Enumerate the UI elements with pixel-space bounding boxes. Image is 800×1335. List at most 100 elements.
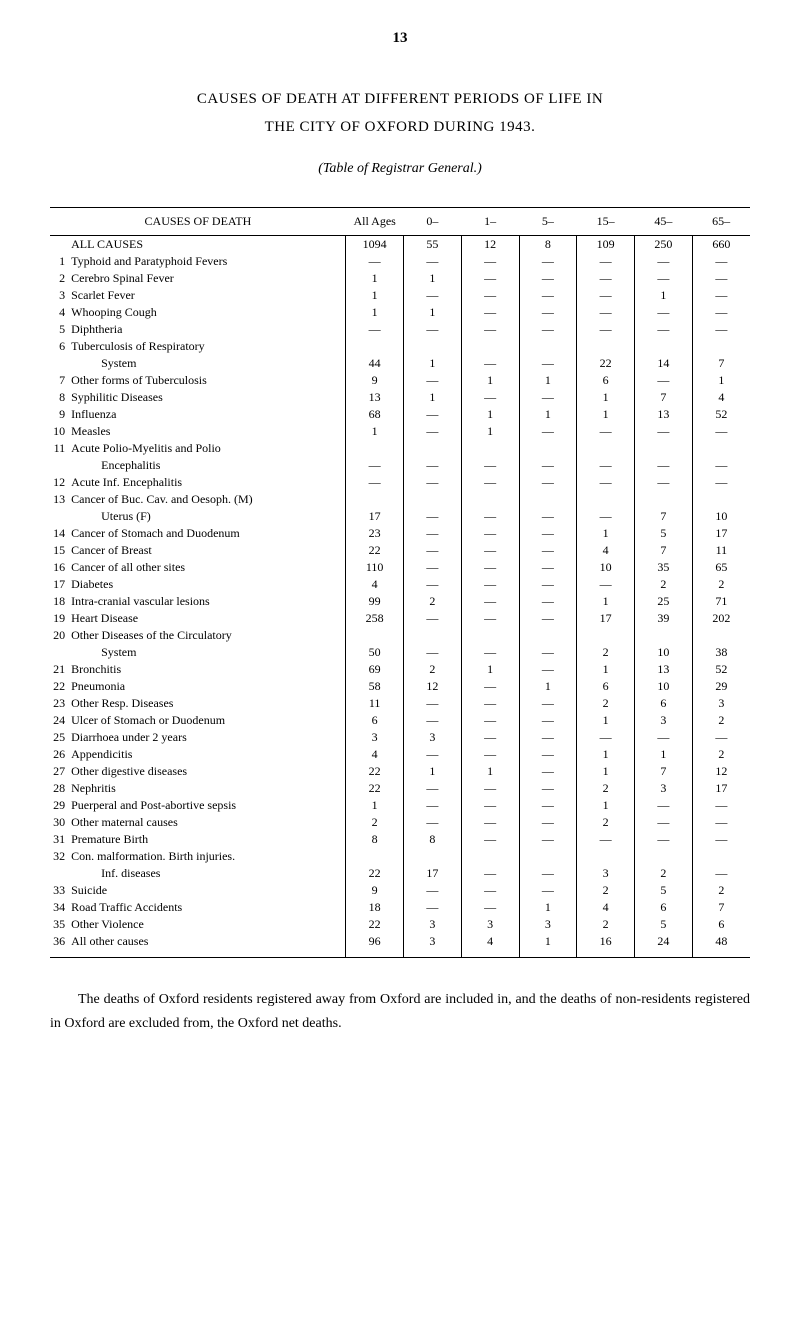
value-cell: 1	[461, 423, 519, 440]
cause-name: Pneumonia	[71, 678, 346, 695]
value-cell: 1	[577, 593, 635, 610]
value-cell: 110	[346, 559, 404, 576]
value-cell: —	[519, 831, 577, 848]
value-cell	[519, 338, 577, 355]
cause-name: Acute Inf. Encephalitis	[71, 474, 346, 491]
value-cell: —	[692, 287, 750, 304]
value-cell: 1	[346, 423, 404, 440]
header-65: 65–	[692, 208, 750, 236]
row-number: 5	[50, 321, 71, 338]
value-cell: —	[634, 321, 692, 338]
value-cell: 12	[692, 763, 750, 780]
cause-name: Cancer of Stomach and Duodenum	[71, 525, 346, 542]
value-cell: —	[692, 797, 750, 814]
value-cell: —	[577, 287, 635, 304]
value-cell: —	[634, 457, 692, 474]
value-cell: —	[519, 508, 577, 525]
value-cell: 11	[692, 542, 750, 559]
value-cell: —	[404, 372, 462, 389]
value-cell: 1	[577, 389, 635, 406]
row-number: 28	[50, 780, 71, 797]
value-cell: —	[461, 270, 519, 287]
value-cell: 44	[346, 355, 404, 372]
table-row: 21Bronchitis6921—11352	[50, 661, 750, 678]
value-cell: —	[577, 508, 635, 525]
row-number: 17	[50, 576, 71, 593]
value-cell: 258	[346, 610, 404, 627]
table-row: 1Typhoid and Paratyphoid Fevers———————	[50, 253, 750, 270]
row-number: 11	[50, 440, 71, 457]
value-cell: —	[519, 712, 577, 729]
value-cell: —	[404, 508, 462, 525]
value-cell: 13	[346, 389, 404, 406]
table-row: 16Cancer of all other sites110———103565	[50, 559, 750, 576]
value-cell: —	[519, 253, 577, 270]
value-cell: 3	[519, 916, 577, 933]
value-cell: 2	[692, 882, 750, 899]
value-cell: 17	[692, 780, 750, 797]
value-cell: 2	[692, 746, 750, 763]
cause-name: Syphilitic Diseases	[71, 389, 346, 406]
value-cell: —	[461, 593, 519, 610]
value-cell	[519, 627, 577, 644]
table-row: System50———21038	[50, 644, 750, 661]
row-number: 35	[50, 916, 71, 933]
value-cell: —	[461, 712, 519, 729]
value-cell: 50	[346, 644, 404, 661]
value-cell: 52	[692, 661, 750, 678]
value-cell: 2	[346, 814, 404, 831]
value-cell: —	[692, 423, 750, 440]
cause-name: Diarrhoea under 2 years	[71, 729, 346, 746]
value-cell: —	[519, 695, 577, 712]
value-cell: 2	[404, 593, 462, 610]
value-cell: 11	[346, 695, 404, 712]
value-cell: 4	[577, 542, 635, 559]
value-cell: —	[692, 865, 750, 882]
row-number	[50, 644, 71, 661]
value-cell: —	[461, 882, 519, 899]
value-cell: 25	[634, 593, 692, 610]
row-number: 4	[50, 304, 71, 321]
value-cell: 17	[404, 865, 462, 882]
value-cell: 1	[346, 270, 404, 287]
table-row: 28Nephritis22———2317	[50, 780, 750, 797]
value-cell: 1	[519, 933, 577, 958]
cause-name: Bronchitis	[71, 661, 346, 678]
value-cell: —	[519, 304, 577, 321]
value-cell: —	[461, 644, 519, 661]
row-number: 12	[50, 474, 71, 491]
value-cell: —	[519, 474, 577, 491]
row-number: 19	[50, 610, 71, 627]
value-cell: —	[404, 474, 462, 491]
value-cell: 2	[692, 576, 750, 593]
value-cell: 22	[346, 865, 404, 882]
value-cell: 5	[634, 916, 692, 933]
row-number: 6	[50, 338, 71, 355]
value-cell: —	[404, 576, 462, 593]
value-cell: 22	[577, 355, 635, 372]
cause-name: Other digestive diseases	[71, 763, 346, 780]
value-cell: 1	[404, 304, 462, 321]
value-cell: 38	[692, 644, 750, 661]
table-row: 29Puerperal and Post-abortive sepsis1———…	[50, 797, 750, 814]
value-cell: —	[461, 678, 519, 695]
value-cell: 8	[346, 831, 404, 848]
value-cell: 3	[634, 712, 692, 729]
cause-name: Scarlet Fever	[71, 287, 346, 304]
row-number: 27	[50, 763, 71, 780]
header-15: 15–	[577, 208, 635, 236]
value-cell: —	[346, 474, 404, 491]
value-cell: 1	[404, 270, 462, 287]
cause-name: Premature Birth	[71, 831, 346, 848]
value-cell: 55	[404, 236, 462, 254]
value-cell: 1	[461, 661, 519, 678]
value-cell: 7	[634, 508, 692, 525]
value-cell	[577, 627, 635, 644]
main-title-line1: CAUSES OF DEATH AT DIFFERENT PERIODS OF …	[50, 87, 750, 111]
title-block: CAUSES OF DEATH AT DIFFERENT PERIODS OF …	[50, 87, 750, 177]
cause-name: Con. malformation. Birth injuries.	[71, 848, 346, 865]
value-cell: —	[404, 542, 462, 559]
cause-name: All other causes	[71, 933, 346, 958]
value-cell: —	[519, 389, 577, 406]
value-cell: —	[577, 423, 635, 440]
